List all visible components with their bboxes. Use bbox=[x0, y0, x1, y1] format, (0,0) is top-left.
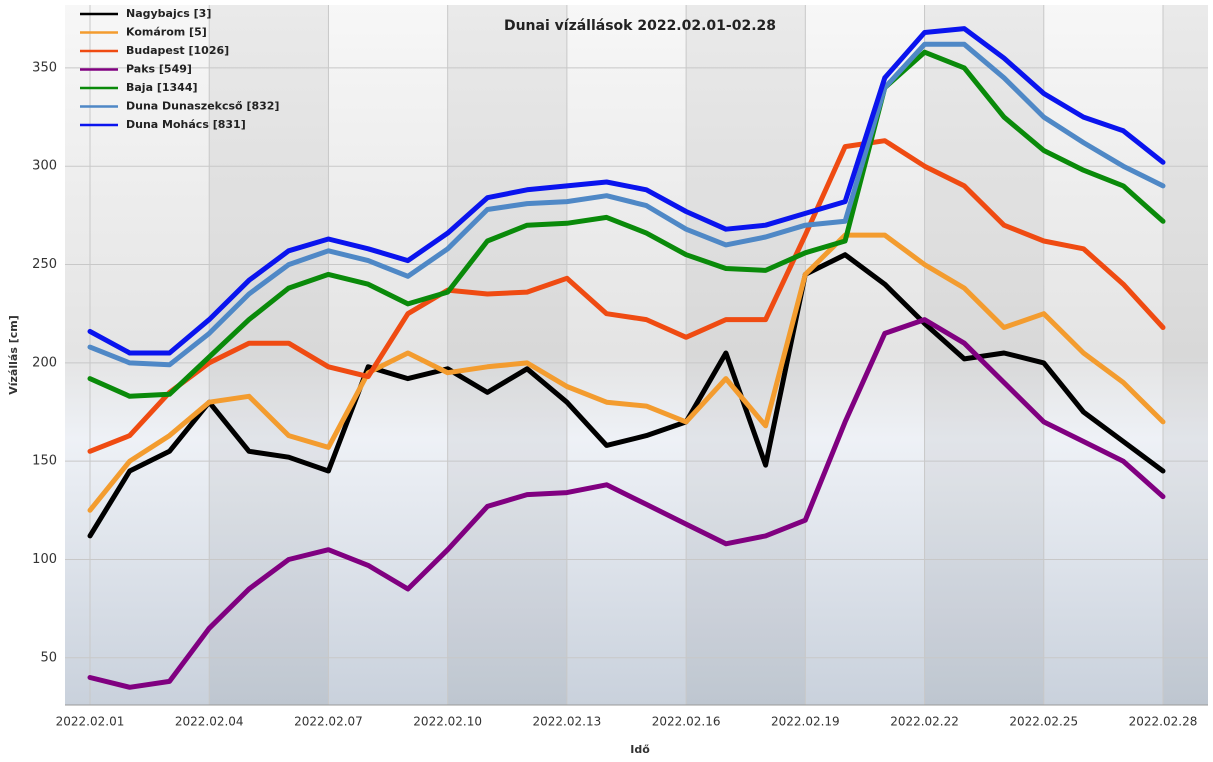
x-axis-label: Idő bbox=[630, 743, 650, 756]
legend-label: Budapest [1026] bbox=[126, 44, 229, 57]
legend-label: Paks [549] bbox=[126, 63, 192, 76]
legend-label: Baja [1344] bbox=[126, 81, 198, 94]
series-line bbox=[87, 49, 1166, 399]
band bbox=[1163, 5, 1208, 705]
y-tick-label: 300 bbox=[32, 159, 57, 174]
x-tick-label: 2022.02.16 bbox=[652, 715, 721, 729]
y-tick-label: 150 bbox=[32, 454, 57, 469]
x-tick-label: 2022.02.04 bbox=[175, 715, 244, 729]
band bbox=[447, 5, 567, 705]
series-line bbox=[87, 317, 1166, 690]
series-line bbox=[87, 41, 1166, 368]
series-line bbox=[87, 26, 1166, 356]
x-tick-label: 2022.02.28 bbox=[1129, 715, 1198, 729]
legend-label: Komárom [5] bbox=[126, 26, 207, 39]
y-tick-label: 350 bbox=[32, 60, 57, 75]
x-tick-label: 2022.02.01 bbox=[56, 715, 125, 729]
legend-label: Duna Mohács [831] bbox=[126, 118, 246, 131]
chart-title: Dunai vízállások 2022.02.01-02.28 bbox=[504, 18, 776, 34]
y-tick-label: 250 bbox=[32, 257, 57, 272]
x-tick-label: 2022.02.10 bbox=[413, 715, 482, 729]
series-line bbox=[87, 232, 1166, 513]
x-tick-label: 2022.02.13 bbox=[533, 715, 602, 729]
x-tick-label: 2022.02.19 bbox=[771, 715, 840, 729]
x-tick-label: 2022.02.07 bbox=[294, 715, 363, 729]
y-tick-label: 100 bbox=[32, 552, 57, 567]
y-tick-label: 200 bbox=[32, 355, 57, 370]
series-line bbox=[87, 138, 1166, 454]
x-tick-label: 2022.02.25 bbox=[1009, 715, 1078, 729]
y-tick-label: 50 bbox=[40, 650, 57, 665]
legend-label: Duna Dunaszekcső [832] bbox=[126, 100, 279, 113]
x-tick-label: 2022.02.22 bbox=[890, 715, 959, 729]
series-line bbox=[87, 252, 1166, 539]
y-axis-label: Vízállás [cm] bbox=[7, 315, 20, 395]
legend-label: Nagybajcs [3] bbox=[126, 7, 211, 20]
